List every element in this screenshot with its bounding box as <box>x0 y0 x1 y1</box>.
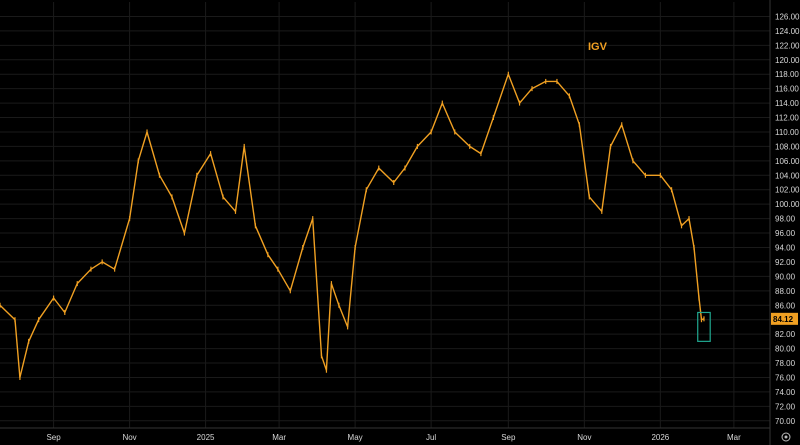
y-tick-label: 108.00 <box>775 142 800 151</box>
y-tick-label: 78.00 <box>775 359 796 368</box>
x-tick-label: Sep <box>501 433 516 442</box>
y-tick-label: 114.00 <box>775 99 799 108</box>
y-tick-label: 126.00 <box>775 12 800 21</box>
y-tick-label: 122.00 <box>775 41 800 50</box>
x-tick-label: Sep <box>46 433 61 442</box>
x-tick-label: May <box>348 433 363 442</box>
y-tick-label: 120.00 <box>775 56 800 65</box>
x-tick-label: 2026 <box>651 433 669 442</box>
y-axis[interactable]: 70.0072.0074.0076.0078.0080.0082.0084.00… <box>775 12 800 425</box>
y-tick-label: 70.00 <box>775 417 796 426</box>
settings-button[interactable] <box>781 432 791 442</box>
gear-icon-center <box>784 435 788 439</box>
y-tick-label: 96.00 <box>775 229 796 238</box>
highlight-rect <box>697 311 711 342</box>
y-tick-label: 86.00 <box>775 301 796 310</box>
y-tick-label: 90.00 <box>775 272 796 281</box>
last-price-label: 84.12 <box>773 315 794 324</box>
y-tick-label: 76.00 <box>775 373 796 382</box>
y-tick-label: 124.00 <box>775 27 800 36</box>
last-price-tag: 84.12 <box>771 312 798 325</box>
y-tick-label: 94.00 <box>775 243 796 252</box>
y-tick-label: 82.00 <box>775 330 796 339</box>
gear-icon[interactable] <box>781 432 791 442</box>
x-tick-label: Nov <box>122 433 136 442</box>
highlight-box <box>697 311 711 342</box>
y-tick-label: 80.00 <box>775 345 796 354</box>
y-tick-label: 72.00 <box>775 402 796 411</box>
last-price-background <box>771 312 798 325</box>
series-title: IGV <box>588 41 608 53</box>
y-tick-label: 92.00 <box>775 258 796 267</box>
y-tick-label: 102.00 <box>775 186 800 195</box>
x-tick-label: 2025 <box>197 433 215 442</box>
x-tick-label: Jul <box>426 433 436 442</box>
y-tick-label: 110.00 <box>775 128 799 137</box>
y-tick-label: 74.00 <box>775 388 796 397</box>
y-tick-label: 116.00 <box>775 85 799 94</box>
y-tick-label: 104.00 <box>775 171 800 180</box>
x-tick-label: Mar <box>727 433 741 442</box>
y-tick-label: 106.00 <box>775 157 800 166</box>
x-tick-label: Mar <box>272 433 286 442</box>
series-igv <box>0 71 705 380</box>
y-tick-label: 98.00 <box>775 215 796 224</box>
y-tick-label: 118.00 <box>775 70 799 79</box>
y-tick-label: 88.00 <box>775 287 796 296</box>
y-tick-label: 112.00 <box>775 114 799 123</box>
y-tick-label: 100.00 <box>775 200 800 209</box>
series-line <box>0 73 705 379</box>
x-axis[interactable]: SepNov2025MarMayJulSepNov2026MarMa <box>46 433 800 442</box>
x-tick-label: Nov <box>577 433 591 442</box>
